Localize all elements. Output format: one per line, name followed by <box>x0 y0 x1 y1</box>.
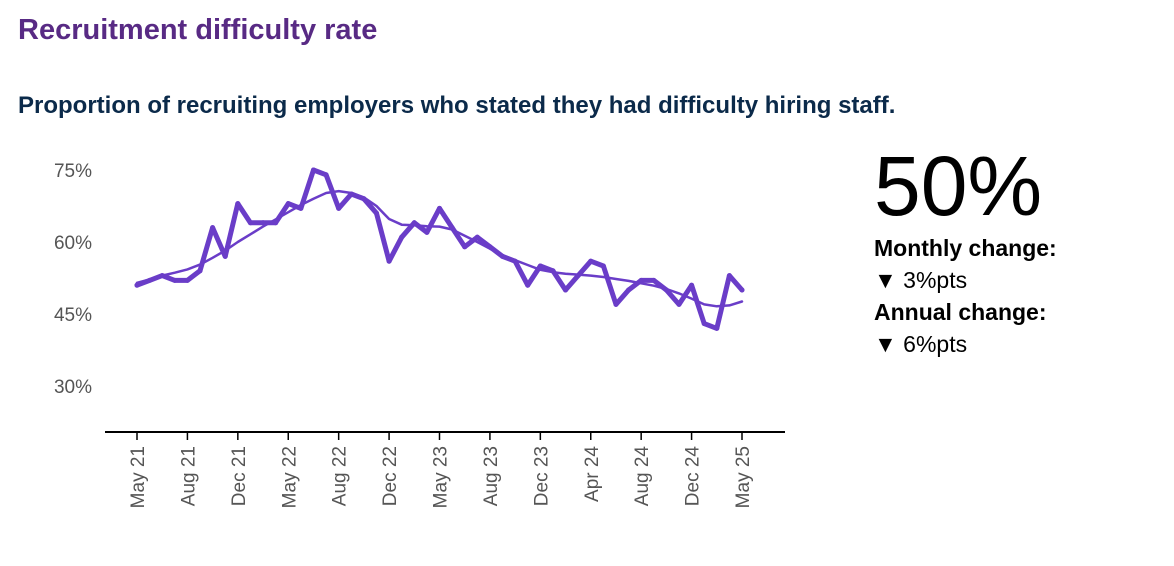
data-point <box>512 258 518 264</box>
x-tick-label: May 21 <box>128 446 149 508</box>
x-tick-label: Apr 24 <box>582 446 603 502</box>
x-tick-label: Dec 22 <box>380 446 401 506</box>
x-tick-label: May 22 <box>279 446 300 508</box>
monthly-change-label: Monthly change: <box>874 235 1057 261</box>
y-tick-label: 75% <box>54 161 92 182</box>
data-point <box>323 172 329 178</box>
x-tick-label: May 25 <box>733 446 754 508</box>
data-point <box>134 282 140 288</box>
page-title: Recruitment difficulty rate <box>18 14 378 46</box>
data-point <box>184 277 190 283</box>
data-point <box>222 253 228 259</box>
chart-subtitle: Proportion of recruiting employers who s… <box>18 92 896 119</box>
data-point <box>676 301 682 307</box>
data-point <box>462 244 468 250</box>
data-point <box>600 263 606 269</box>
data-point <box>714 325 720 331</box>
data-point <box>550 268 556 274</box>
data-point <box>701 321 707 327</box>
data-point <box>689 282 695 288</box>
kpi-panel: 50% Monthly change: ▼ 3%pts Annual chang… <box>874 140 1057 360</box>
data-point <box>588 258 594 264</box>
data-point <box>348 191 354 197</box>
data-point <box>563 287 569 293</box>
data-point <box>411 220 417 226</box>
data-point <box>310 167 316 173</box>
data-point <box>235 201 241 207</box>
x-tick-label: Dec 23 <box>531 446 552 506</box>
data-point <box>651 277 657 283</box>
data-point <box>424 229 430 235</box>
data-point <box>399 234 405 240</box>
current-rate-value: 50% <box>874 139 1043 233</box>
data-point <box>247 220 253 226</box>
trend-line <box>135 189 744 308</box>
data-point <box>726 273 732 279</box>
data-point <box>361 196 367 202</box>
data-point <box>298 205 304 211</box>
y-tick-label: 60% <box>54 233 92 254</box>
annual-change-label: Annual change: <box>874 299 1047 325</box>
data-point <box>437 205 442 211</box>
data-point <box>159 273 165 279</box>
data-point <box>525 282 531 288</box>
data-point <box>638 277 644 283</box>
data-point <box>537 263 543 269</box>
data-point <box>147 277 153 283</box>
annual-change-value: ▼ 6%pts <box>874 331 968 357</box>
data-point <box>474 234 480 240</box>
data-point <box>449 225 455 231</box>
data-point <box>613 301 619 307</box>
data-point <box>487 244 493 250</box>
x-tick-label: Aug 24 <box>632 446 653 507</box>
data-point <box>260 220 266 226</box>
data-point <box>386 258 392 264</box>
data-point <box>273 220 279 226</box>
x-tick-label: Aug 21 <box>178 446 199 506</box>
x-tick-label: May 23 <box>431 446 452 508</box>
data-point <box>575 273 581 279</box>
x-tick-label: Dec 24 <box>683 446 704 507</box>
data-point <box>373 210 379 216</box>
monthly-change-value: ▼ 3%pts <box>874 267 968 293</box>
data-point <box>210 225 216 231</box>
data-point <box>336 205 342 211</box>
data-point <box>285 201 291 207</box>
y-tick-label: 45% <box>54 305 92 326</box>
data-point <box>626 287 632 293</box>
x-tick-label: Aug 23 <box>481 446 502 506</box>
data-point <box>172 277 178 283</box>
y-tick-label: 30% <box>54 377 92 398</box>
data-point <box>739 287 745 293</box>
data-point <box>663 287 669 293</box>
data-point <box>197 268 203 274</box>
data-point <box>500 253 506 259</box>
x-tick-label: Dec 21 <box>229 446 250 506</box>
x-tick-label: Aug 22 <box>330 446 351 506</box>
